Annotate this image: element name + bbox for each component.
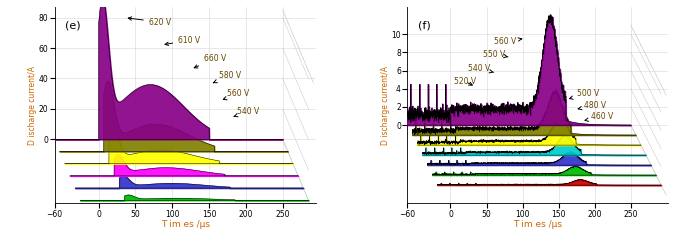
Text: 550 V: 550 V <box>483 50 508 59</box>
Text: 480 V: 480 V <box>578 101 606 110</box>
Text: (e): (e) <box>65 21 80 31</box>
Text: 610 V: 610 V <box>165 36 201 46</box>
Text: 540 V: 540 V <box>469 64 494 73</box>
Text: 560 V: 560 V <box>494 37 522 46</box>
Y-axis label: D ischarge current/A: D ischarge current/A <box>28 66 38 145</box>
Text: 520 V: 520 V <box>454 77 476 86</box>
X-axis label: T im es /μs: T im es /μs <box>514 220 562 229</box>
Text: 460 V: 460 V <box>585 112 613 122</box>
Text: 620 V: 620 V <box>128 17 171 27</box>
Text: 660 V: 660 V <box>194 54 226 68</box>
Text: 580 V: 580 V <box>213 71 241 83</box>
X-axis label: T im es /μs: T im es /μs <box>161 220 209 229</box>
Y-axis label: D ischarge current/A: D ischarge current/A <box>381 66 390 145</box>
Text: 540 V: 540 V <box>234 107 259 117</box>
Text: 560 V: 560 V <box>223 89 250 100</box>
Text: (f): (f) <box>417 21 430 31</box>
Text: 500 V: 500 V <box>569 89 599 99</box>
